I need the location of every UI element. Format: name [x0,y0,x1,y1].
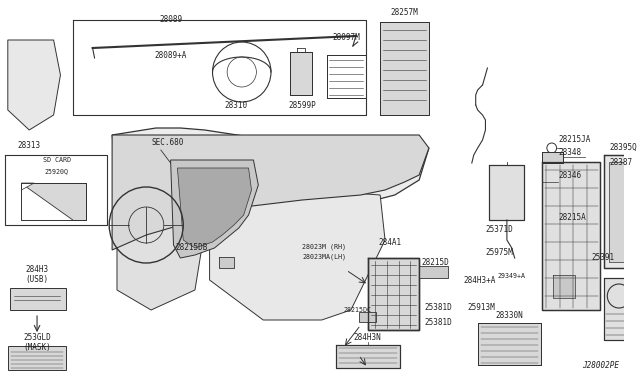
Text: 28089: 28089 [159,15,182,24]
Polygon shape [542,152,563,163]
Polygon shape [220,257,234,268]
FancyBboxPatch shape [609,162,640,262]
Text: 28310: 28310 [225,101,248,110]
Polygon shape [291,52,312,95]
Text: 284A1: 284A1 [378,238,401,247]
Ellipse shape [124,166,178,190]
Text: 25381D: 25381D [424,318,452,327]
Text: 28348: 28348 [559,148,582,157]
Polygon shape [8,40,60,130]
Text: SEC.680: SEC.680 [151,138,184,147]
Text: J28002PE: J28002PE [582,361,619,370]
Text: 28215A: 28215A [559,213,586,222]
Text: 28215D: 28215D [421,258,449,267]
Text: 25913M: 25913M [468,303,495,312]
Polygon shape [542,162,600,310]
Text: 28023MA(LH): 28023MA(LH) [302,254,346,260]
Text: 25920Q: 25920Q [45,168,68,174]
Polygon shape [22,183,86,220]
Text: 25391: 25391 [592,253,615,262]
Polygon shape [490,165,524,220]
Text: 28215DC: 28215DC [343,307,371,313]
Polygon shape [326,55,365,98]
Text: 284H3N: 284H3N [354,333,381,342]
Text: 253GLD: 253GLD [23,333,51,342]
Text: 28215DB: 28215DB [175,243,208,252]
Text: 284H3: 284H3 [26,265,49,274]
Text: 28023M (RH): 28023M (RH) [302,243,346,250]
Polygon shape [112,135,429,250]
Polygon shape [380,22,429,115]
Text: 29349+A: 29349+A [497,273,525,279]
Text: 28346: 28346 [559,171,582,180]
FancyBboxPatch shape [8,346,67,370]
Polygon shape [604,278,640,340]
Ellipse shape [273,174,332,196]
FancyBboxPatch shape [419,266,449,278]
Polygon shape [604,155,640,268]
Text: SD CARD: SD CARD [42,157,70,163]
Text: 28387: 28387 [609,158,632,167]
Polygon shape [112,128,429,258]
Text: 25381D: 25381D [424,303,452,312]
Text: 28330N: 28330N [495,311,523,320]
Polygon shape [177,168,252,248]
Text: 28257M: 28257M [390,8,419,17]
Text: 25975M: 25975M [486,248,513,257]
Text: (MASK): (MASK) [23,343,51,352]
Polygon shape [171,160,259,258]
Polygon shape [117,175,205,310]
Text: 28097M: 28097M [332,33,360,42]
Text: 28313: 28313 [18,141,41,150]
Text: 284H3+A: 284H3+A [463,276,495,285]
Polygon shape [209,182,385,320]
Polygon shape [369,258,419,330]
Text: (USB): (USB) [26,275,49,284]
Text: 28089+A: 28089+A [154,51,187,60]
Polygon shape [336,345,399,368]
Polygon shape [477,323,541,365]
FancyBboxPatch shape [10,288,67,310]
FancyBboxPatch shape [359,312,376,322]
Text: 28599P: 28599P [288,101,316,110]
Polygon shape [22,183,34,190]
Polygon shape [553,275,575,298]
Text: 28395Q: 28395Q [609,143,637,152]
Text: 28215JA: 28215JA [559,135,591,144]
Text: 25371D: 25371D [486,225,513,234]
